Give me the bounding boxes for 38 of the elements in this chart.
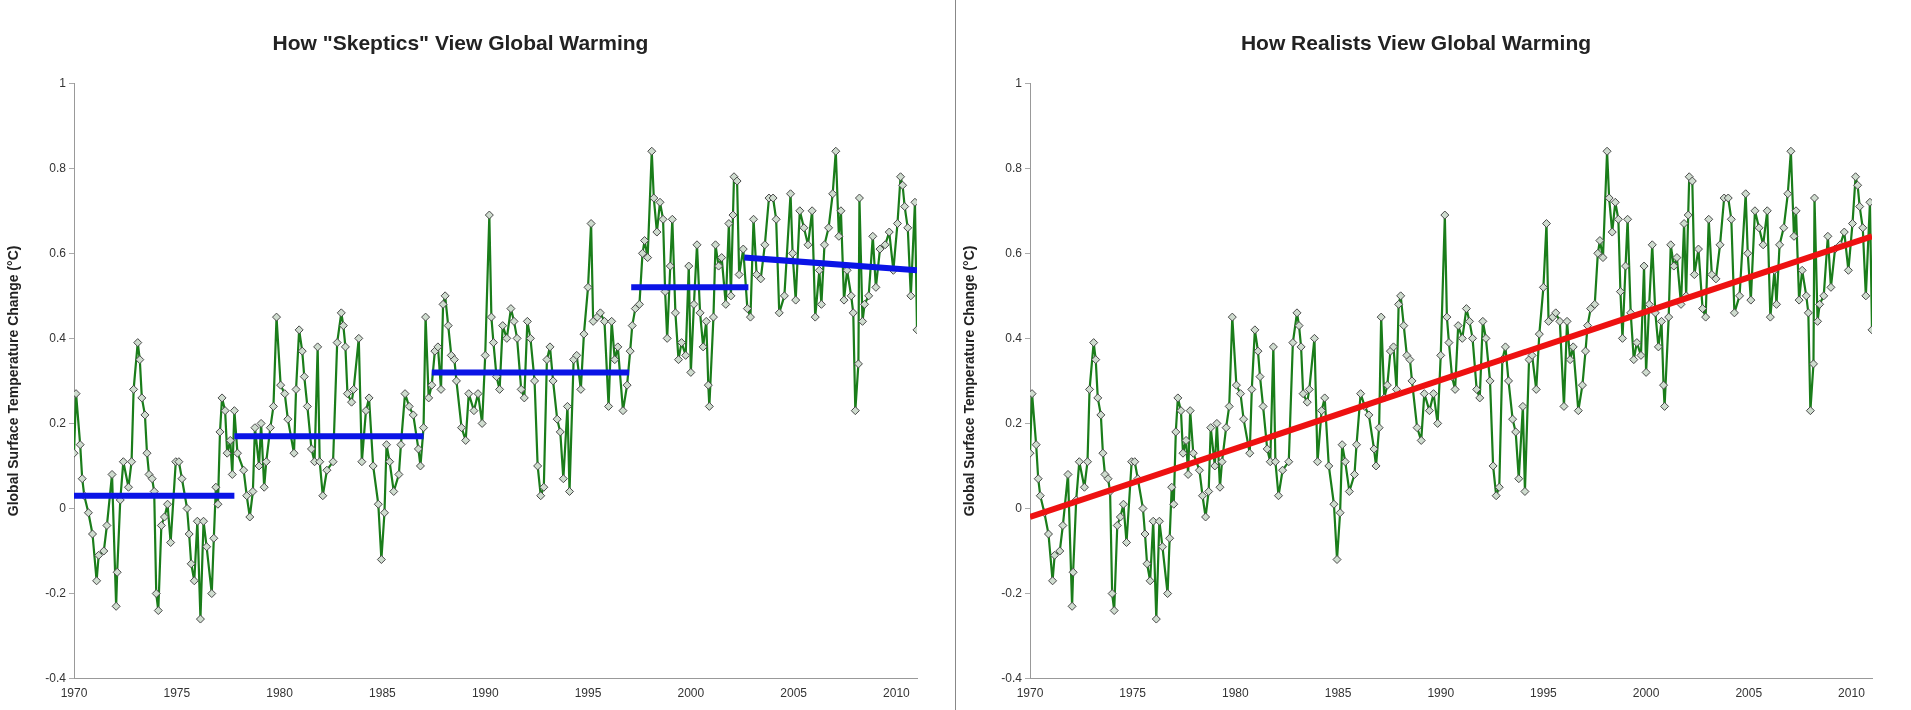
x-tick-label: 1975 [163, 686, 191, 701]
x-tick-label: 1985 [369, 686, 397, 701]
y-tick-label: 0.4 [49, 330, 67, 345]
y-tick-label: 0.4 [1005, 330, 1023, 345]
y-tick-label: 0 [59, 500, 67, 515]
x-tick-label: 2005 [780, 686, 808, 701]
x-tick-label: 1985 [1324, 686, 1352, 701]
x-tick-label: 1990 [1427, 686, 1455, 701]
y-tick-label: 1 [1015, 75, 1023, 90]
x-tick-label: 2000 [677, 686, 705, 701]
y-tick-label: 0.6 [1005, 245, 1023, 260]
x-tick-label: 1980 [266, 686, 294, 701]
y-tick-label: 0.6 [49, 245, 67, 260]
y-tick-label: 0.2 [1005, 415, 1023, 430]
x-tick-label: 1970 [1016, 686, 1044, 701]
y-tick-label: 0.8 [49, 160, 67, 175]
y-tick-label: 0 [1015, 500, 1023, 515]
x-tick-label: 1980 [1222, 686, 1250, 701]
y-tick-label: 0.8 [1005, 160, 1023, 175]
x-tick-label: 1995 [574, 686, 602, 701]
x-tick-label: 2000 [1632, 686, 1660, 701]
x-tick-label: 2005 [1735, 686, 1763, 701]
y-axis-title: Global Surface Temperature Change (°C) [5, 245, 22, 517]
y-tick-label: -0.4 [1001, 670, 1023, 685]
x-tick-label: 1975 [1119, 686, 1147, 701]
x-tick-label: 2010 [1838, 686, 1866, 701]
y-axis-title: Global Surface Temperature Change (°C) [961, 245, 978, 517]
x-tick-label: 1990 [471, 686, 499, 701]
y-tick-label: -0.2 [1001, 585, 1023, 600]
x-tick-label: 1995 [1530, 686, 1558, 701]
x-tick-label: 2010 [883, 686, 911, 701]
y-tick-label: 1 [59, 75, 67, 90]
chart-title: How "Skeptics" View Global Warming [272, 31, 649, 55]
y-tick-label: 0.2 [49, 415, 67, 430]
y-tick-label: -0.4 [45, 670, 67, 685]
x-tick-label: 1970 [60, 686, 88, 701]
chart-title: How Realists View Global Warming [1240, 31, 1592, 55]
y-tick-label: -0.2 [45, 585, 67, 600]
